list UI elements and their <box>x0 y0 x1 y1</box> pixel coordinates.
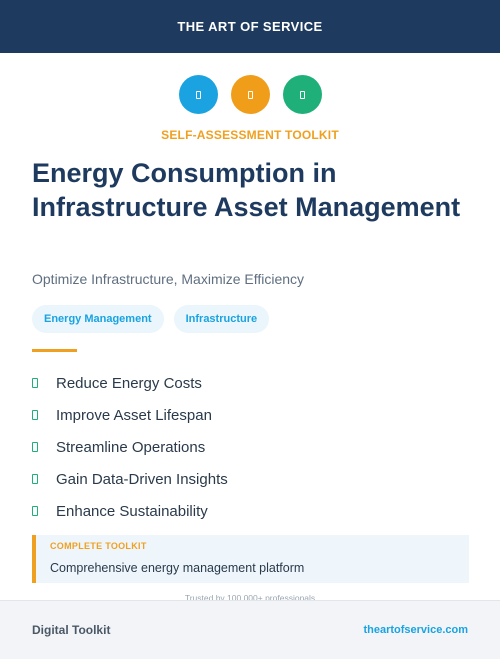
footer-link[interactable]: theartofservice.com <box>363 624 468 636</box>
benefit-label: Gain Data-Driven Insights <box>56 470 228 488</box>
list-item: Reduce Energy Costs <box>32 367 228 399</box>
check-icon <box>32 506 38 516</box>
brand-name: THE ART OF SERVICE <box>177 19 323 34</box>
callout-label: COMPLETE TOOLKIT <box>50 541 147 551</box>
eyebrow-label: SELF-ASSESSMENT TOOLKIT <box>161 128 339 142</box>
check-icon <box>32 442 38 452</box>
check-icon <box>32 378 38 388</box>
list-item: Streamline Operations <box>32 431 228 463</box>
green-icon <box>282 75 322 114</box>
benefit-list: Reduce Energy Costs Improve Asset Lifesp… <box>32 367 228 527</box>
accent-divider <box>32 349 77 352</box>
tag-list: Energy Management Infrastructure <box>32 305 270 333</box>
callout-text: Comprehensive energy management platform <box>50 561 305 575</box>
subtitle: Optimize Infrastructure, Maximize Effici… <box>32 271 305 287</box>
list-item: Gain Data-Driven Insights <box>32 463 228 495</box>
footer: Digital Toolkit theartofservice.com <box>0 600 500 659</box>
tag-infrastructure[interactable]: Infrastructure <box>173 305 270 333</box>
toolkit-callout: COMPLETE TOOLKIT Comprehensive energy ma… <box>32 535 469 583</box>
footer-label: Digital Toolkit <box>32 623 111 637</box>
tag-energy-management[interactable]: Energy Management <box>32 305 164 333</box>
trusted-note: Trusted by 100,000+ professionals <box>184 593 316 603</box>
check-icon <box>32 410 38 420</box>
top-banner: THE ART OF SERVICE <box>0 0 500 53</box>
list-item: Enhance Sustainability <box>32 495 228 527</box>
page-title: Energy Consumption in Infrastructure Ass… <box>32 158 461 222</box>
check-icon <box>32 474 38 484</box>
orange-icon <box>230 75 270 114</box>
benefit-label: Enhance Sustainability <box>56 502 208 520</box>
list-item: Improve Asset Lifespan <box>32 399 228 431</box>
blue-icon <box>178 75 218 114</box>
icon-row <box>0 75 500 114</box>
benefit-label: Improve Asset Lifespan <box>56 406 212 424</box>
benefit-label: Reduce Energy Costs <box>56 374 202 392</box>
benefit-label: Streamline Operations <box>56 438 206 456</box>
